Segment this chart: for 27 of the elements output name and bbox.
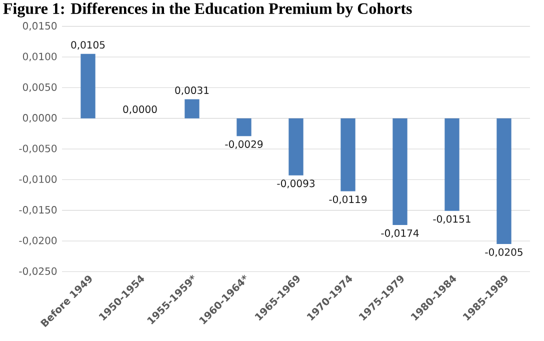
bar [496,118,512,244]
bar [236,118,252,136]
y-tick-label: 0,0000 [22,114,57,123]
bar [184,99,200,118]
data-label: -0,0093 [277,180,314,188]
bar [340,118,356,192]
data-label: 0,0000 [123,105,157,114]
y-tick-label: 0,0100 [22,52,57,62]
data-label: -0,0029 [225,140,263,149]
data-label: -0,0174 [381,229,419,238]
chart-title: Figure 1: Differences in the Education Premium by Cohorts [3,2,412,18]
bar [392,118,408,226]
y-tick-label: -0,0250 [19,267,57,276]
data-label: -0,0151 [433,215,470,224]
data-label: 0,0031 [175,86,209,96]
y-tick-label: -0,0150 [19,206,57,215]
data-label: -0,0205 [485,248,522,257]
y-tick-label: -0,0100 [19,175,57,184]
y-tick-label: -0,0050 [19,144,57,154]
data-label: 0,0105 [71,41,105,50]
data-label: -0,0119 [329,196,367,204]
y-tick-label: 0,0050 [22,83,57,92]
y-tick-label: 0,0150 [22,22,57,31]
bar [444,118,460,211]
bar [80,54,96,118]
y-tick-label: -0,0200 [19,236,57,246]
bar [288,118,304,176]
